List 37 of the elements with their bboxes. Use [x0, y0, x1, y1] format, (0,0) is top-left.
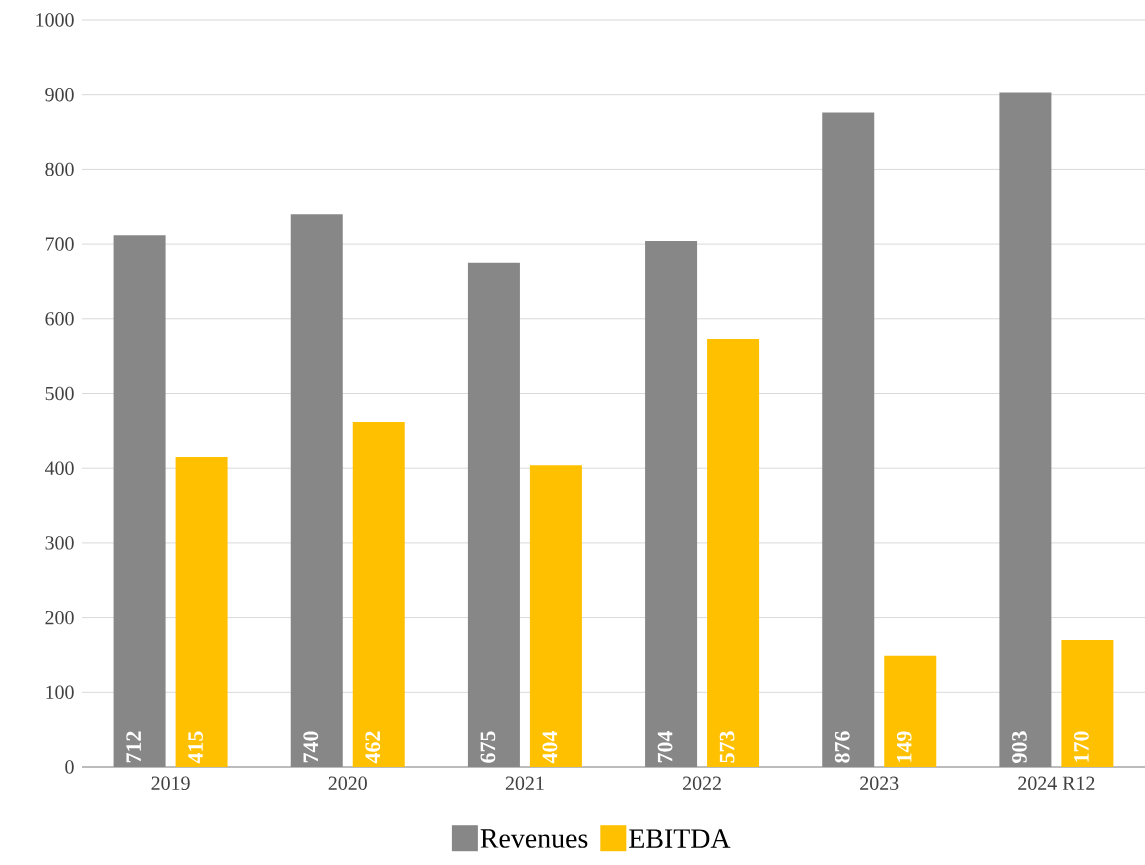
bar [175, 456, 228, 767]
y-tick-label: 500 [45, 386, 74, 401]
y-tick-label: 800 [45, 162, 74, 177]
data-label: 415 [188, 731, 203, 764]
data-label: 149 [896, 731, 912, 762]
y-tick-label: 600 [45, 312, 74, 326]
bar [707, 338, 760, 767]
x-tick-label: 2021 [505, 776, 544, 790]
y-tick-label: 900 [45, 87, 74, 102]
y-tick-label: 200 [45, 610, 74, 625]
x-tick-label: 2024 R12 [1018, 776, 1095, 790]
y-tick-label: 1000 [36, 13, 74, 27]
data-label: 404 [542, 731, 558, 764]
data-label: 675 [480, 731, 496, 763]
data-label: 704 [657, 731, 673, 763]
data-label: 170 [1074, 731, 1089, 762]
legend-label: Revenues [480, 829, 588, 848]
data-label: 573 [719, 731, 735, 763]
legend-label: EBITDA [629, 829, 731, 848]
x-tick-label: 2023 [860, 776, 899, 790]
data-label: 712 [126, 731, 141, 763]
bar [1061, 640, 1114, 767]
x-tick-label: 2022 [683, 776, 721, 790]
y-tick-label: 0 [65, 760, 74, 774]
y-tick-label: 400 [44, 461, 74, 475]
y-tick-label: 300 [45, 536, 74, 550]
data-label: 903 [1012, 731, 1027, 763]
y-tick-label: 100 [46, 685, 74, 700]
bar [884, 655, 937, 767]
data-label: 740 [303, 731, 319, 763]
x-tick-label: 2019 [151, 776, 190, 790]
bar [529, 465, 582, 767]
bar [352, 421, 405, 767]
data-label: 876 [834, 731, 850, 763]
data-label: 462 [365, 731, 381, 764]
x-tick-label: 2020 [328, 776, 367, 790]
y-tick-label: 700 [45, 237, 74, 251]
